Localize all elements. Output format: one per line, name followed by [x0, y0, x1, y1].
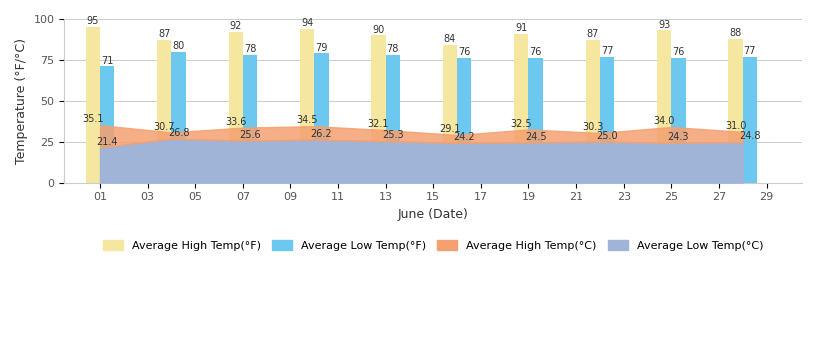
Text: 34.5: 34.5 [296, 115, 318, 125]
Text: 92: 92 [229, 21, 242, 31]
Text: 95: 95 [86, 16, 99, 26]
Bar [457, 58, 471, 182]
Text: 93: 93 [658, 20, 671, 30]
Bar [386, 55, 400, 182]
Text: 25.0: 25.0 [596, 131, 618, 141]
Text: 25.3: 25.3 [382, 130, 403, 140]
Bar [600, 56, 614, 182]
Text: 79: 79 [315, 42, 328, 52]
Bar [529, 58, 543, 182]
Text: 24.5: 24.5 [525, 132, 546, 142]
Text: 78: 78 [387, 44, 399, 54]
Text: 91: 91 [515, 23, 527, 33]
Bar [743, 56, 757, 182]
Bar [228, 32, 243, 182]
Bar [729, 39, 743, 182]
Text: 24.3: 24.3 [667, 132, 689, 142]
Bar [371, 35, 386, 182]
Text: 32.5: 32.5 [510, 119, 532, 129]
Bar [172, 52, 186, 182]
Text: 33.6: 33.6 [225, 117, 247, 127]
Bar [157, 40, 172, 182]
Text: 34.0: 34.0 [653, 116, 675, 126]
Text: 24.2: 24.2 [453, 132, 475, 142]
Text: 35.1: 35.1 [82, 114, 104, 124]
Text: 76: 76 [672, 47, 685, 58]
Text: 76: 76 [530, 47, 542, 58]
Bar [315, 53, 329, 182]
Text: 29.1: 29.1 [439, 124, 461, 134]
Text: 26.2: 26.2 [310, 129, 332, 139]
Text: 32.1: 32.1 [368, 119, 389, 129]
Y-axis label: Temperature (°F/°C): Temperature (°F/°C) [15, 38, 28, 164]
Text: 21.4: 21.4 [96, 137, 118, 147]
Bar [515, 34, 529, 182]
Bar [586, 40, 600, 182]
Bar [85, 27, 100, 182]
Bar [243, 55, 257, 182]
Text: 84: 84 [444, 34, 456, 45]
Text: 78: 78 [244, 44, 256, 54]
Text: 80: 80 [173, 41, 184, 51]
Text: 90: 90 [373, 25, 384, 34]
Text: 71: 71 [101, 56, 114, 66]
Text: 87: 87 [158, 29, 170, 39]
Bar [100, 67, 115, 182]
Text: 87: 87 [587, 29, 599, 39]
X-axis label: June (Date): June (Date) [398, 208, 469, 221]
Bar [657, 30, 671, 182]
Text: 77: 77 [601, 46, 613, 56]
Bar [442, 45, 457, 182]
Text: 30.3: 30.3 [582, 122, 603, 132]
Text: 30.7: 30.7 [154, 122, 175, 131]
Bar [300, 29, 315, 182]
Text: 24.8: 24.8 [739, 131, 760, 141]
Text: 25.6: 25.6 [239, 130, 261, 140]
Text: 88: 88 [730, 28, 742, 38]
Text: 77: 77 [744, 46, 756, 56]
Text: 76: 76 [458, 47, 471, 58]
Text: 31.0: 31.0 [725, 121, 746, 131]
Bar [671, 58, 686, 182]
Legend: Average High Temp(°F), Average Low Temp(°F), Average High Temp(°C), Average Low : Average High Temp(°F), Average Low Temp(… [99, 236, 768, 256]
Text: 26.8: 26.8 [168, 128, 189, 138]
Text: 94: 94 [301, 18, 313, 28]
